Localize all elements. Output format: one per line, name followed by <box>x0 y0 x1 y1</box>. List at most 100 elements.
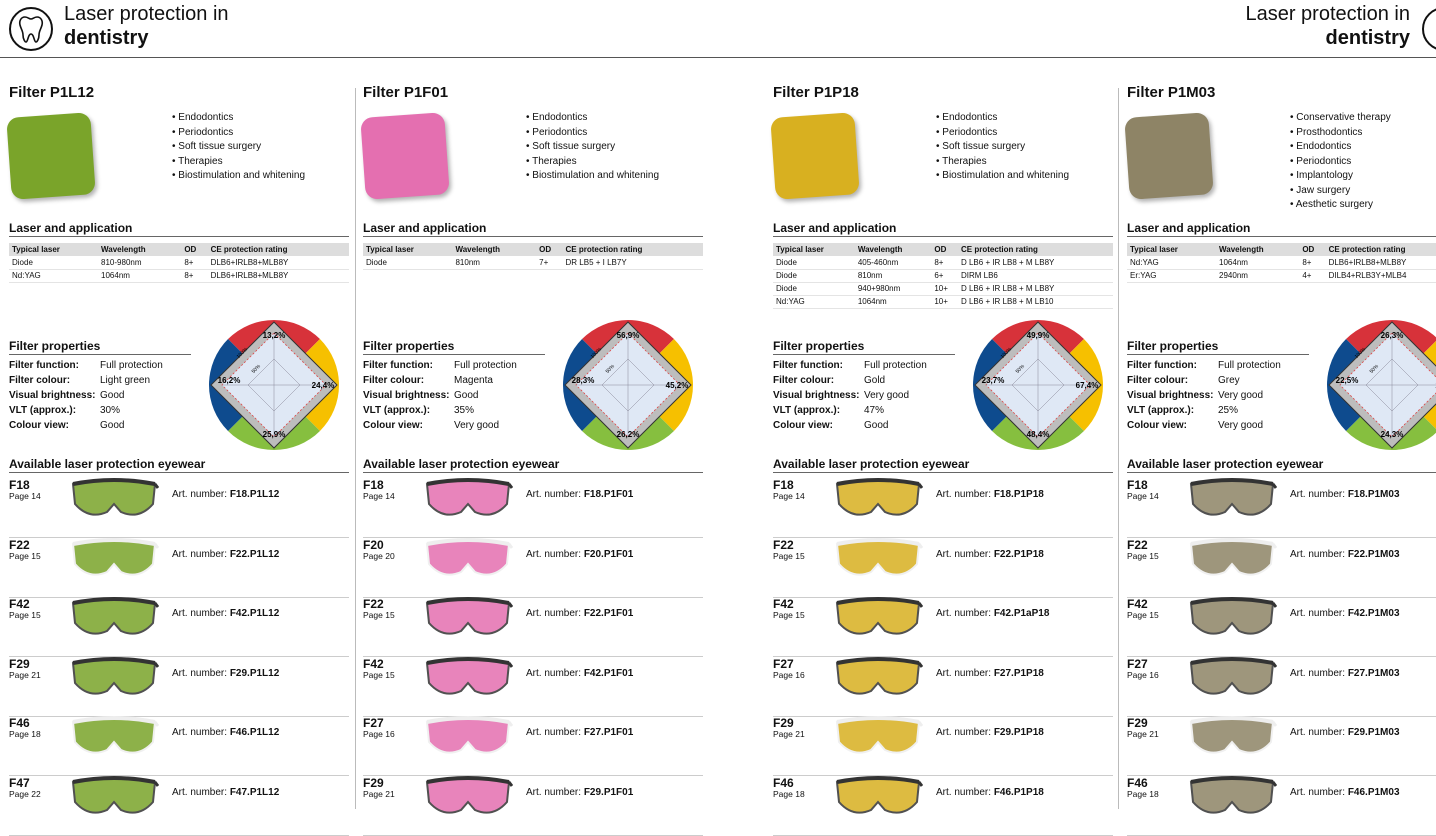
laser-application-heading: Laser and application <box>1127 221 1436 237</box>
filter-properties-heading: Filter properties <box>1127 339 1309 355</box>
title-line2: dentistry <box>1325 27 1410 49</box>
table-cell: D LB6 + IR LB8 + M LB8Y <box>957 282 1113 296</box>
eyewear-item[interactable]: F42 Page 15 Art. number: F42.P1aP18 <box>773 597 1113 657</box>
eyewear-item[interactable]: F47 Page 22 Art. number: F47.P1L12 <box>9 776 349 836</box>
art-number-value: F46.P1L12 <box>229 727 280 738</box>
table-cell: 6+ <box>931 269 958 283</box>
eyewear-item[interactable]: F46 Page 18 Art. number: F46.P1L12 <box>9 716 349 776</box>
table-header: Typical laser <box>363 243 453 256</box>
table-header: Wavelength <box>854 243 932 256</box>
eyewear-item[interactable]: F20 Page 20 Art. number: F20.P1F01 <box>363 538 703 598</box>
art-label: Art. number: <box>526 786 584 798</box>
table-row: Diode 810nm 6+ DIRM LB6 <box>773 269 1113 283</box>
art-number: Art. number: F18.P1L12 <box>172 489 279 500</box>
eyewear-item[interactable]: F18 Page 14 Art. number: F18.P1P18 <box>773 478 1113 538</box>
eyewear-item[interactable]: F22 Page 15 Art. number: F22.P1F01 <box>363 597 703 657</box>
model-code: F46 <box>1127 775 1148 790</box>
art-number-value: F18.P1P18 <box>993 489 1044 500</box>
title-line2: dentistry <box>64 27 149 49</box>
eyewear-item[interactable]: F46 Page 18 Art. number: F46.P1M03 <box>1127 776 1436 836</box>
application-item: Conservative therapy <box>1290 111 1391 126</box>
eyewear-item[interactable]: F22 Page 15 Art. number: F22.P1P18 <box>773 538 1113 598</box>
page-reference: Page 16 <box>363 729 395 739</box>
table-row: Diode 810nm 7+ DR LB5 + I LB7Y <box>363 256 703 270</box>
eyewear-image <box>69 772 160 829</box>
property-value: 25% <box>1218 405 1239 416</box>
art-label: Art. number: <box>936 548 994 560</box>
property-row: Visual brightness: Very good <box>773 388 927 403</box>
table-header: OD <box>1299 243 1326 256</box>
eyewear-item[interactable]: F29 Page 21 Art. number: F29.P1M03 <box>1127 716 1436 776</box>
header-rule <box>0 57 1436 58</box>
art-number-value: F42.P1M03 <box>1347 608 1400 619</box>
art-label: Art. number: <box>936 786 994 798</box>
art-number-value: F22.P1F01 <box>583 608 634 619</box>
eyewear-item[interactable]: F42 Page 15 Art. number: F42.P1F01 <box>363 657 703 717</box>
eyewear-image <box>1187 593 1278 650</box>
table-cell: Er:YAG <box>1127 269 1217 283</box>
page-reference: Page 20 <box>363 550 395 561</box>
eyewear-item[interactable]: F22 Page 15 Art. number: F22.P1L12 <box>9 538 349 598</box>
eyewear-item[interactable]: F29 Page 21 Art. number: F29.P1P18 <box>773 716 1113 776</box>
eyewear-item[interactable]: F18 Page 14 Art. number: F18.P1M03 <box>1127 478 1436 538</box>
model-code: F29 <box>1127 716 1148 730</box>
tooth-logo-icon <box>1422 7 1436 51</box>
eyewear-item[interactable]: F27 Page 16 Art. number: F27.P1M03 <box>1127 657 1436 717</box>
eyewear-item[interactable]: F18 Page 14 Art. number: F18.P1F01 <box>363 478 703 538</box>
model-code: F18 <box>363 478 384 492</box>
property-key: Visual brightness: <box>363 390 450 401</box>
page-reference: Page 16 <box>1127 669 1159 680</box>
art-label: Art. number: <box>936 489 994 500</box>
table-header: CE protection rating <box>957 243 1113 256</box>
eyewear-item[interactable]: F42 Page 15 Art. number: F42.P1M03 <box>1127 597 1436 657</box>
eyewear-item[interactable]: F29 Page 21 Art. number: F29.P1F01 <box>363 776 703 836</box>
application-item: Endodontics <box>1290 140 1391 155</box>
property-value: Good <box>100 420 125 431</box>
chart-label-bottom: 26,2% <box>617 430 640 439</box>
chart-scale-50: 50% <box>605 363 617 375</box>
art-number-value: F46.P1P18 <box>993 786 1044 798</box>
property-row: Filter colour: Gold <box>773 373 927 388</box>
art-number-value: F18.P1L12 <box>229 489 280 500</box>
filter-properties: Filter function: Full protection Filter co… <box>1127 358 1281 433</box>
property-row: Visual brightness: Good <box>9 388 163 403</box>
eyewear-item[interactable]: F22 Page 15 Art. number: F22.P1M03 <box>1127 538 1436 598</box>
model-code: F29 <box>9 656 30 671</box>
table-cell: 7+ <box>536 256 563 270</box>
art-label: Art. number: <box>1290 608 1348 619</box>
filter-column: Filter P1M03 Conservative therapyProstho… <box>1124 84 1436 836</box>
table-cell: 4+ <box>1299 269 1326 283</box>
eyewear-image <box>69 653 160 710</box>
property-key: Filter colour: <box>773 375 835 386</box>
application-item: Aesthetic surgery <box>1290 198 1391 213</box>
property-key: Colour view: <box>363 420 424 431</box>
filter-swatch <box>6 112 96 200</box>
eyewear-item[interactable]: F27 Page 16 Art. number: F27.P1F01 <box>363 716 703 776</box>
chart-container: 100% 50% 56,9% 45,2% 26,2% 28,3% <box>563 320 693 455</box>
eyewear-heading: Available laser protection eyewear <box>773 457 1113 473</box>
model-code: F29 <box>773 716 794 730</box>
eyewear-image <box>833 534 924 591</box>
page-reference: Page 21 <box>363 788 395 799</box>
page-reference: Page 16 <box>773 669 805 680</box>
art-number: Art. number: F18.P1M03 <box>1290 489 1400 500</box>
eyewear-item[interactable]: F29 Page 21 Art. number: F29.P1L12 <box>9 657 349 717</box>
eyewear-item[interactable]: F42 Page 15 Art. number: F42.P1L12 <box>9 597 349 657</box>
eyewear-item[interactable]: F18 Page 14 Art. number: F18.P1L12 <box>9 478 349 538</box>
eyewear-item[interactable]: F46 Page 18 Art. number: F46.P1P18 <box>773 776 1113 836</box>
table-header: OD <box>536 243 563 256</box>
eyewear-item[interactable]: F27 Page 16 Art. number: F27.P1P18 <box>773 657 1113 717</box>
art-label: Art. number: <box>526 489 584 500</box>
property-value: Full protection <box>1218 360 1281 371</box>
page-reference: Page 21 <box>9 669 41 680</box>
table-cell: 1064nm <box>854 295 932 309</box>
eyewear-image <box>1187 474 1278 531</box>
table-cell: 8+ <box>181 269 208 283</box>
table-cell: 10+ <box>931 295 958 309</box>
application-item: Biostimulation and whitening <box>172 169 305 184</box>
column-divider <box>1118 88 1119 809</box>
table-cell: 2940nm <box>1216 269 1300 283</box>
table-header: OD <box>181 243 208 256</box>
filter-radar-chart: 100% 50% 13,2% 24,4% 25,9% 16,2% <box>209 320 339 450</box>
property-row: VLT (approx.): 35% <box>363 403 517 418</box>
